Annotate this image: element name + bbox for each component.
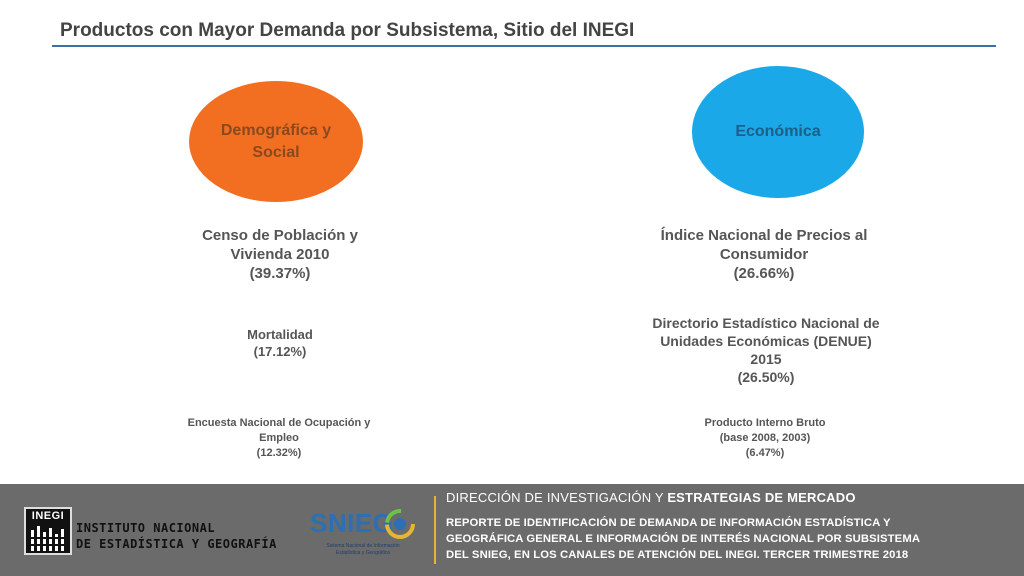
- subsystem-economic-ellipse: Económica: [692, 66, 864, 198]
- product-encuesta-ocupacion: Encuesta Nacional de Ocupación y Empleo …: [187, 417, 371, 459]
- footer-divider: [434, 496, 436, 564]
- inegi-bars-graphic: [31, 526, 65, 551]
- inegi-logo-icon: INEGI: [24, 507, 72, 555]
- footer-bar: INEGI INSTITUTO NACIONAL DE ESTADÍSTICA …: [0, 484, 1024, 576]
- direction-heading: DIRECCIÓN DE INVESTIGACIÓN Y ESTRATEGIAS…: [446, 490, 856, 505]
- snieg-swirl-icon: [385, 509, 415, 539]
- page-title: Productos con Mayor Demanda por Subsiste…: [60, 20, 635, 41]
- product-indice-precios: Índice Nacional de Precios al Consumidor…: [660, 227, 868, 282]
- inegi-institution-name: INSTITUTO NACIONAL DE ESTADÍSTICA Y GEOG…: [76, 521, 277, 551]
- product-censo-poblacion: Censo de Población y Vivienda 2010 (39.3…: [202, 227, 358, 282]
- subsystem-demographic-label: Demográfica y Social: [220, 121, 332, 161]
- subsystem-economic-label: Económica: [735, 123, 821, 140]
- snieg-subtitle: Sistema Nacional de Información Estadíst…: [326, 543, 400, 556]
- product-mortalidad: Mortalidad (17.12%): [247, 327, 313, 359]
- title-divider: [52, 45, 996, 47]
- product-denue: Directorio Estadístico Nacional de Unida…: [652, 315, 880, 385]
- product-pib: Producto Interno Bruto (base 2008, 2003)…: [704, 417, 826, 459]
- snieg-logo: SNIEG Sistema Nacional de Información Es…: [310, 506, 420, 566]
- report-description: REPORTE DE IDENTIFICACIÓN DE DEMANDA DE …: [446, 517, 921, 561]
- subsystem-demographic-ellipse: Demográfica y Social: [189, 81, 363, 202]
